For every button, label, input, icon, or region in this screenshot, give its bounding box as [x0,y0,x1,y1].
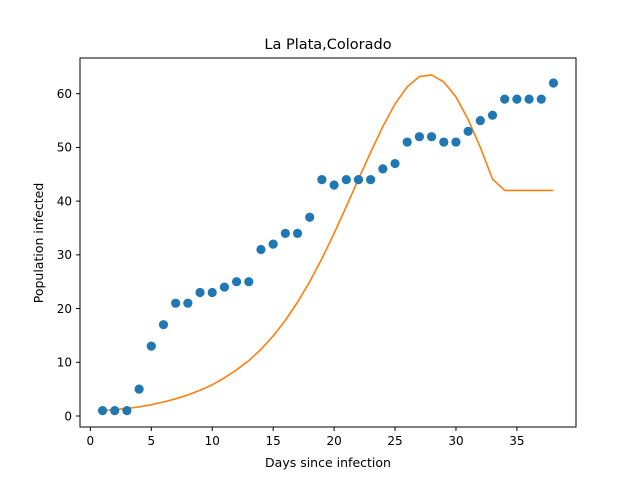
data-point [183,298,193,308]
y-tick-label: 10 [57,356,72,370]
y-tick-label: 60 [57,87,72,101]
data-point [134,384,144,394]
data-point [439,137,449,147]
data-point [219,282,230,292]
y-tick-label: 0 [64,409,72,423]
data-point [292,228,303,238]
y-tick-label: 30 [57,248,72,262]
data-point [341,175,351,185]
y-tick-label: 50 [57,141,72,155]
data-point [451,137,461,147]
x-tick-label: 30 [448,434,463,448]
data-point [487,110,498,120]
x-axis-label: Days since infection [265,455,391,470]
data-point [353,175,364,185]
data-point [268,239,278,249]
data-point [378,164,388,174]
x-tick-label: 5 [147,434,155,448]
x-tick-label: 20 [326,434,341,448]
data-point [536,94,546,104]
x-tick-label: 15 [266,434,281,448]
data-point [548,78,559,88]
data-point [244,277,254,287]
data-point [122,406,132,416]
x-tick-label: 10 [205,434,220,448]
data-point [195,287,205,298]
data-point [475,115,485,126]
y-tick-label: 20 [57,302,72,316]
data-point [232,277,242,287]
data-point [329,180,339,190]
fit-line [102,74,554,412]
data-point [524,94,534,104]
x-tick-label: 35 [509,434,524,448]
data-point [171,298,181,308]
data-point [280,228,290,238]
data-point [146,341,156,351]
data-point [256,244,266,255]
data-point [158,320,169,330]
chart-title: La Plata,Colorado [264,37,391,53]
data-point [305,212,315,222]
data-point [207,287,217,298]
data-point [512,94,522,104]
axes-frame [79,57,577,428]
y-axis-label: Population infected [31,183,46,304]
data-point [402,137,412,147]
data-point [97,406,108,416]
data-point [390,158,400,169]
data-point [414,132,424,142]
data-point [366,175,376,185]
data-point [463,126,473,136]
data-point [110,406,120,416]
y-tick-label: 40 [57,194,72,208]
x-tick-label: 25 [387,434,402,448]
data-point [500,94,510,104]
data-point [426,132,437,142]
data-point [317,175,327,185]
x-tick-label: 0 [87,434,95,448]
plot-area: 0 5 10 15 20 25 30 35 0 10 20 30 40 50 60 [57,57,577,448]
